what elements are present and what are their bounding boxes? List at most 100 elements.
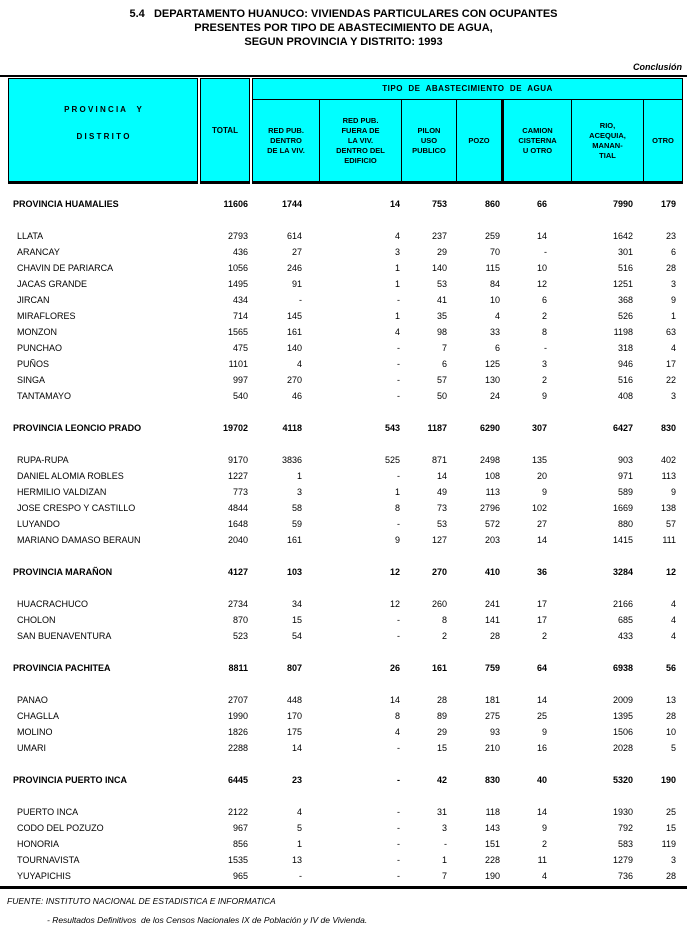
cell-value: 753 bbox=[431, 199, 447, 209]
cell-value: 3 bbox=[670, 279, 676, 289]
cell-value: 138 bbox=[660, 503, 676, 513]
cell-value: - bbox=[444, 839, 447, 849]
cell-value: 1395 bbox=[612, 711, 633, 721]
cell-value: 6445 bbox=[227, 775, 248, 785]
cell-value: 24 bbox=[489, 391, 500, 401]
cell-value: 12 bbox=[389, 599, 400, 609]
cell-value: 7 bbox=[441, 343, 447, 353]
cell-value: 28 bbox=[436, 695, 447, 705]
cell-value: 1642 bbox=[612, 231, 633, 241]
cell-value: 49 bbox=[436, 487, 447, 497]
district-row: SINGA 997 270 - 57 130 2 516 22 bbox=[8, 372, 687, 388]
row-label: SINGA bbox=[17, 375, 46, 385]
cell-value: 2 bbox=[541, 311, 547, 321]
cell-value: 102 bbox=[531, 503, 547, 513]
cell-value: 22 bbox=[665, 375, 676, 385]
cell-value: 6 bbox=[441, 359, 447, 369]
cell-value: - bbox=[397, 871, 400, 881]
cell-value: 17 bbox=[536, 599, 547, 609]
district-row: HONORIA 856 1 - - 151 2 583 119 bbox=[8, 836, 687, 852]
cell-value: 3836 bbox=[281, 455, 302, 465]
page-title: 5.4 DEPARTAMENTO HUANUCO: VIVIENDAS PART… bbox=[0, 0, 687, 49]
province-header-line-1: P R O V I N C I A Y bbox=[64, 105, 142, 114]
cell-value: 1 bbox=[296, 471, 302, 481]
cell-value: 2498 bbox=[479, 455, 500, 465]
row-label: PROVINCIA PUERTO INCA bbox=[13, 775, 128, 785]
cell-value: 2 bbox=[541, 631, 547, 641]
cell-value: 6 bbox=[541, 295, 547, 305]
cell-value: 2 bbox=[441, 631, 447, 641]
cell-value: 34 bbox=[291, 599, 302, 609]
cell-value: 161 bbox=[431, 663, 447, 673]
cell-value: 6 bbox=[494, 343, 500, 353]
district-row: CODO DEL POZUZO 967 5 - 3 143 9 792 15 bbox=[8, 820, 687, 836]
cell-value: 9 bbox=[670, 295, 676, 305]
cell-value: 53 bbox=[436, 519, 447, 529]
group-header-title: TIPO DE ABASTECIMIENTO DE AGUA bbox=[253, 79, 682, 100]
cell-value: 1 bbox=[441, 855, 447, 865]
column-header-7: OTRO bbox=[643, 100, 682, 181]
cell-value: 29 bbox=[436, 247, 447, 257]
cell-value: 12 bbox=[665, 567, 676, 577]
cell-value: 28 bbox=[665, 263, 676, 273]
cell-value: 28 bbox=[665, 711, 676, 721]
district-row: JACAS GRANDE 1495 91 1 53 84 12 1251 3 bbox=[8, 276, 687, 292]
cell-value: 1187 bbox=[427, 423, 447, 433]
cell-value: 1826 bbox=[227, 727, 248, 737]
cell-value: 151 bbox=[484, 839, 500, 849]
cell-value: 275 bbox=[484, 711, 500, 721]
cell-value: 1251 bbox=[612, 279, 633, 289]
cell-value: 368 bbox=[617, 295, 633, 305]
cell-value: 4118 bbox=[282, 423, 302, 433]
table-top-rule bbox=[0, 75, 687, 77]
district-row: SAN BUENAVENTURA 523 54 - 2 28 2 433 4 bbox=[8, 628, 687, 644]
cell-value: 161 bbox=[286, 327, 302, 337]
page-title-line-1: 5.4 DEPARTAMENTO HUANUCO: VIVIENDAS PART… bbox=[129, 8, 558, 20]
cell-value: 4127 bbox=[227, 567, 248, 577]
cell-value: 13 bbox=[665, 695, 676, 705]
cell-value: - bbox=[544, 343, 547, 353]
cell-value: 15 bbox=[436, 743, 447, 753]
cell-value: 971 bbox=[617, 471, 633, 481]
cell-value: 25 bbox=[665, 807, 676, 817]
district-row: HERMILIO VALDIZAN 773 3 1 49 113 9 589 9 bbox=[8, 484, 687, 500]
cell-value: 714 bbox=[232, 311, 248, 321]
cell-value: 241 bbox=[484, 599, 500, 609]
cell-value: 1990 bbox=[227, 711, 248, 721]
cell-value: 11606 bbox=[223, 199, 248, 209]
cell-value: 23 bbox=[291, 775, 302, 785]
cell-value: 1056 bbox=[227, 263, 248, 273]
cell-value: 143 bbox=[484, 823, 500, 833]
cell-value: 2707 bbox=[227, 695, 248, 705]
cell-value: 270 bbox=[431, 567, 447, 577]
cell-value: 1930 bbox=[612, 807, 633, 817]
cell-value: 685 bbox=[617, 615, 633, 625]
district-row: TOURNAVISTA 1535 13 - 1 228 11 1279 3 bbox=[8, 852, 687, 868]
cell-value: 5 bbox=[296, 823, 302, 833]
cell-value: 10 bbox=[665, 727, 676, 737]
cell-value: - bbox=[544, 247, 547, 257]
column-header-2: RED PUB. FUERA DE LA VIV. DENTRO DEL EDI… bbox=[319, 100, 401, 181]
district-row: CHAVIN DE PARIARCA 1056 246 1 140 115 10 516 28 bbox=[8, 260, 687, 276]
cell-value: 20 bbox=[536, 471, 547, 481]
cell-value: 46 bbox=[291, 391, 302, 401]
cell-value: 14 bbox=[536, 535, 547, 545]
cell-value: - bbox=[397, 519, 400, 529]
cell-value: 14 bbox=[389, 199, 400, 209]
row-label: CHAVIN DE PARIARCA bbox=[17, 263, 114, 273]
cell-value: 127 bbox=[431, 535, 447, 545]
cell-value: 2793 bbox=[227, 231, 248, 241]
note-line: - Resultados Definitivos de los Censos N… bbox=[47, 915, 368, 925]
cell-value: - bbox=[299, 295, 302, 305]
cell-value: 408 bbox=[617, 391, 633, 401]
cell-value: 145 bbox=[286, 311, 302, 321]
cell-value: 5 bbox=[670, 743, 676, 753]
cell-value: 130 bbox=[484, 375, 500, 385]
cell-value: 10 bbox=[489, 295, 500, 305]
cell-value: 402 bbox=[660, 455, 676, 465]
row-label: SAN BUENAVENTURA bbox=[17, 631, 112, 641]
cell-value: 16 bbox=[536, 743, 547, 753]
continuation-label: Conclusión bbox=[633, 62, 682, 72]
row-label: PROVINCIA LEONCIO PRADO bbox=[13, 423, 142, 433]
cell-value: 2734 bbox=[227, 599, 248, 609]
